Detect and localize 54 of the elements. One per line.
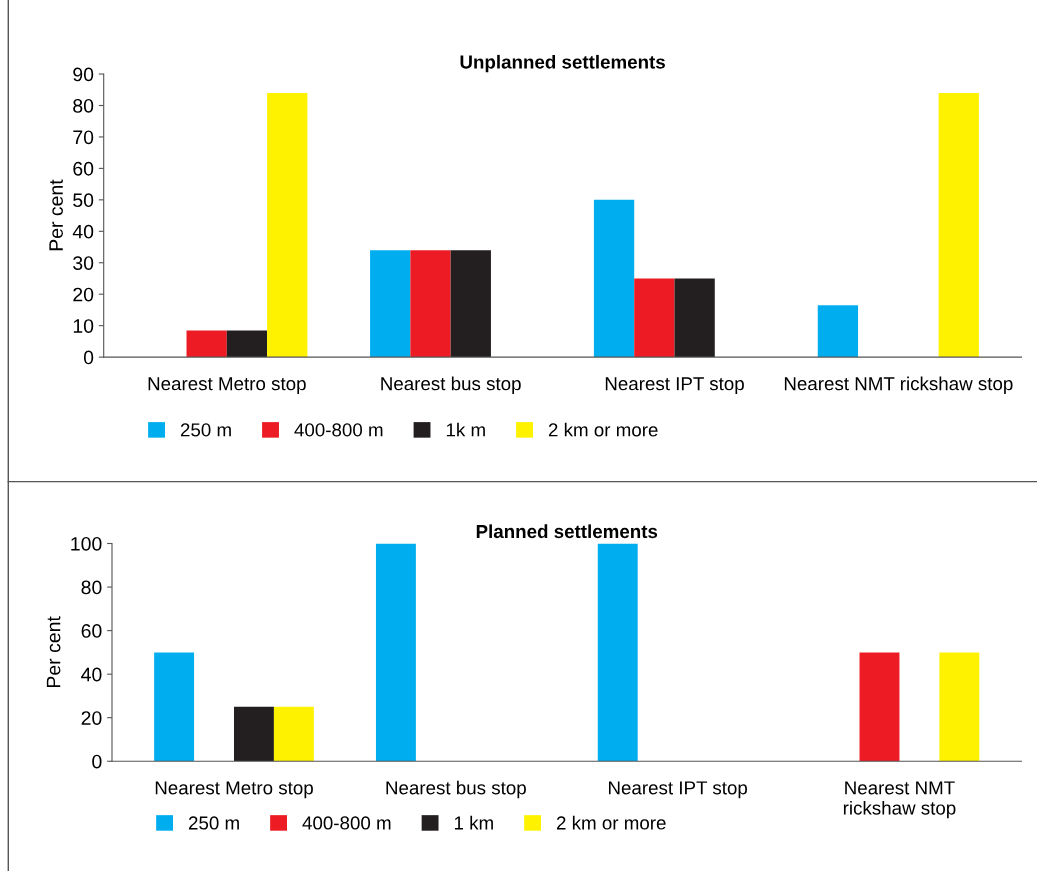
y-tick-label: 80 xyxy=(73,98,94,113)
y-tick-label: 100 xyxy=(71,536,102,551)
y-tick-label: 60 xyxy=(73,161,94,176)
y-tick-label: 90 xyxy=(73,67,94,82)
x-tick-label: Nearest IPT stop xyxy=(609,781,748,799)
x-tick-label: Nearest NMT rickshaw stop xyxy=(843,781,956,819)
legend-label: 2 km or more xyxy=(548,422,658,437)
legend-label: 2 km or more xyxy=(556,815,666,830)
y-tick-label: 80 xyxy=(81,580,102,595)
chart-title: Unplanned settlements xyxy=(460,54,665,73)
y-tick-label: 50 xyxy=(73,193,94,208)
bar xyxy=(226,330,268,358)
y-tick-label: 0 xyxy=(83,350,94,365)
legend-label: 1k m xyxy=(446,422,485,437)
bar xyxy=(234,706,274,762)
x-tick-label: Nearest Metro stop xyxy=(155,781,313,799)
chart-title: Planned settlements xyxy=(476,524,658,539)
x-tick-label: Nearest IPT stop xyxy=(605,377,744,395)
bar xyxy=(154,652,195,762)
bar xyxy=(267,92,308,358)
bar xyxy=(450,250,491,358)
y-tick-label: 20 xyxy=(73,287,94,302)
x-tick-label: Nearest Metro stop xyxy=(148,377,306,395)
legend-label: 250 m xyxy=(180,423,231,437)
bar xyxy=(859,652,900,762)
bar xyxy=(410,250,451,358)
y-tick-label: 40 xyxy=(72,224,94,239)
y-tick-label: 20 xyxy=(81,711,102,725)
bar xyxy=(634,278,675,358)
x-tick-label: Nearest bus stop xyxy=(386,780,526,799)
y-axis-title: Per cent xyxy=(49,179,63,251)
x-tick-label: Nearest bus stop xyxy=(381,376,521,395)
bar xyxy=(597,543,638,762)
y-tick-label: 70 xyxy=(73,130,94,145)
bar xyxy=(273,706,314,762)
bar xyxy=(817,305,859,358)
y-tick-label: 40 xyxy=(81,667,102,682)
bar xyxy=(674,278,715,358)
bar xyxy=(939,652,980,762)
y-tick-label: 10 xyxy=(73,319,94,333)
legend-label: 400-800 m xyxy=(302,816,391,830)
bar xyxy=(370,250,411,358)
legend-label: 250 m xyxy=(188,816,239,830)
x-tick-label: Nearest NMT rickshaw stop xyxy=(784,376,1013,395)
y-tick-label: 60 xyxy=(81,624,102,638)
y-tick-label: 30 xyxy=(73,256,94,270)
legend-label: 1 km xyxy=(454,815,493,830)
y-axis-title: Per cent xyxy=(46,616,61,687)
y-tick-label: 0 xyxy=(92,754,102,769)
bar xyxy=(375,543,416,762)
bar xyxy=(593,199,635,358)
bar xyxy=(186,330,227,358)
legend-label: 400-800 m xyxy=(294,423,383,437)
bar xyxy=(938,92,979,358)
